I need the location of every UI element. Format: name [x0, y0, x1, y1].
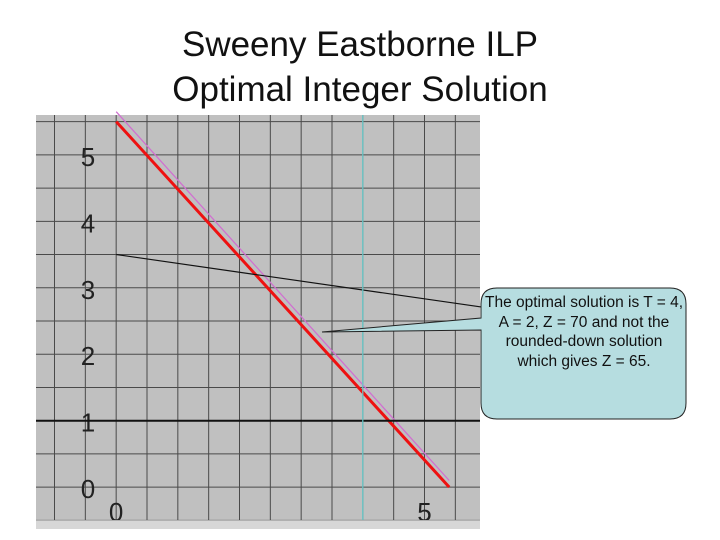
x-tick-label: 5 [417, 497, 431, 527]
constraint-lines [36, 111, 487, 527]
gridlines [36, 115, 480, 527]
y-tick-label: 3 [81, 275, 95, 305]
y-tick-label: 0 [81, 474, 95, 504]
x-tick-label: 0 [109, 497, 123, 527]
title-line-1: Sweeny Eastborne ILP [181, 25, 539, 64]
series-line-1 [115, 120, 451, 489]
tick-labels: 0 1 2 3 4 5 0 5 [81, 142, 432, 527]
series-line-2 [115, 111, 450, 481]
callout-shape [321, 287, 687, 420]
y-tick-label: 2 [81, 341, 95, 371]
title-line-2: Optimal Integer Solution [172, 70, 548, 109]
y-tick-label: 5 [81, 142, 95, 172]
slide-title: Sweeny Eastborne ILP Optimal Integer Sol… [0, 22, 720, 112]
series-line-3 [116, 253, 487, 309]
bottom-strip [36, 520, 480, 529]
callout-text: The optimal solution is T = 4, A = 2, Z … [484, 294, 684, 370]
y-tick-label: 1 [81, 408, 95, 438]
y-tick-label: 4 [81, 208, 95, 238]
